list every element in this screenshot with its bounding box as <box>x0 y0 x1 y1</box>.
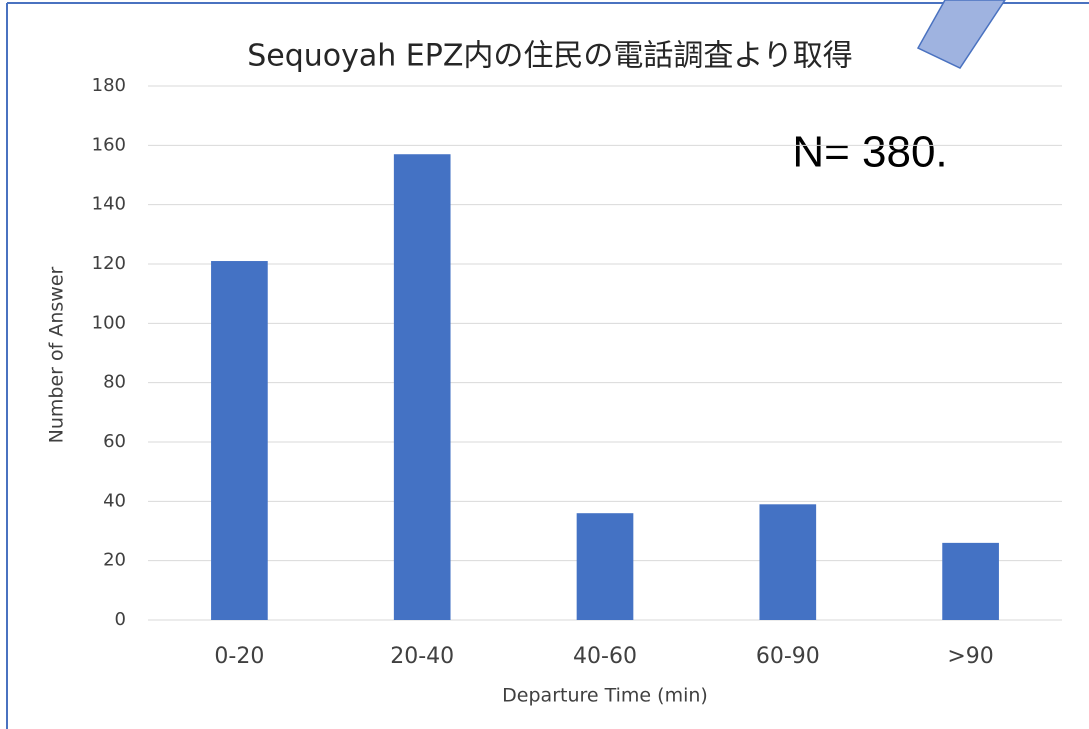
y-tick-label: 0 <box>115 609 126 630</box>
y-tick-label: 60 <box>103 431 126 452</box>
x-tick-label: >90 <box>947 644 993 669</box>
bar <box>393 154 451 620</box>
x-tick-label: 40-60 <box>573 644 637 669</box>
y-tick-label: 20 <box>103 550 126 571</box>
y-tick-label: 40 <box>103 490 126 511</box>
decoration-shape <box>916 0 1006 69</box>
y-tick-label: 180 <box>92 75 126 96</box>
bar <box>942 542 999 620</box>
x-tick-label: 20-40 <box>390 644 454 669</box>
bar <box>759 504 817 620</box>
y-tick-label: 160 <box>92 134 126 155</box>
x-axis-label: Departure Time (min) <box>502 685 708 707</box>
x-tick-label: 0-20 <box>214 644 264 669</box>
annotation: N= 380. <box>792 128 947 177</box>
y-tick-label: 140 <box>92 194 126 215</box>
y-tick-label: 120 <box>92 253 126 274</box>
x-tick-label: 60-90 <box>756 644 820 669</box>
y-tick-label: 100 <box>92 312 126 333</box>
y-tick-label: 80 <box>103 372 126 393</box>
chart-title: Sequoyah EPZ内の住民の電話調査より取得 <box>247 39 853 74</box>
bar <box>576 513 634 620</box>
y-axis-label: Number of Answer <box>46 266 68 443</box>
bar <box>211 261 268 620</box>
